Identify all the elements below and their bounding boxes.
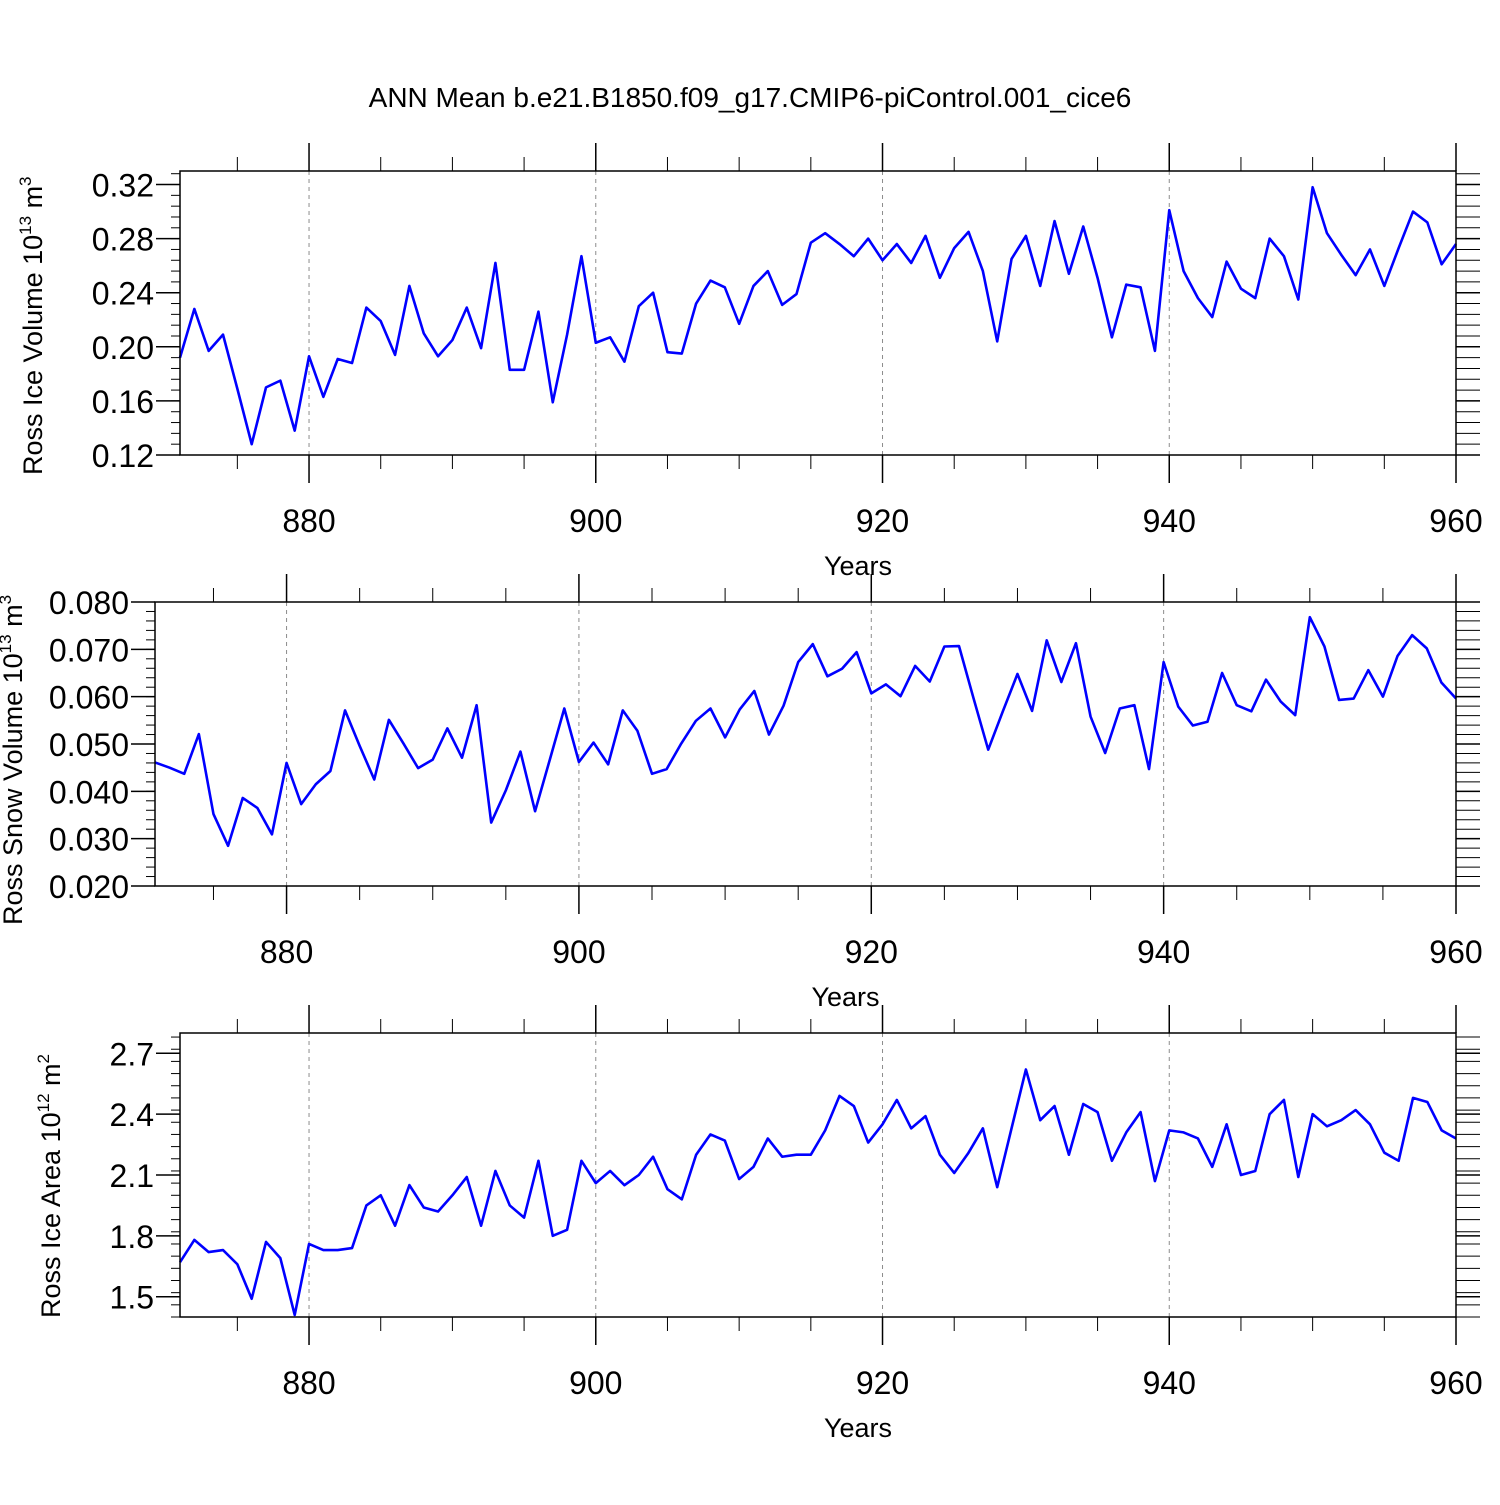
y-axis-label: Ross Ice Area 1012 m2	[34, 1054, 66, 1318]
x-tick-label: 960	[1429, 503, 1482, 539]
x-axis-label: Years	[824, 551, 892, 581]
x-tick-label: 940	[1143, 1365, 1196, 1401]
y-tick-label: 0.080	[49, 585, 129, 621]
y-tick-label: 0.020	[49, 869, 129, 905]
y-tick-label: 0.20	[92, 330, 154, 366]
x-tick-label: 880	[260, 934, 313, 970]
y-tick-label: 0.12	[92, 438, 154, 474]
x-tick-label: 940	[1137, 934, 1190, 970]
y-tick-label: 1.5	[110, 1280, 154, 1316]
y-tick-label: 0.16	[92, 384, 154, 420]
y-tick-label: 0.070	[49, 632, 129, 668]
y-tick-label: 2.4	[110, 1097, 154, 1133]
y-axis-label: Ross Snow Volume 1013 m3	[0, 595, 28, 925]
y-tick-label: 0.040	[49, 774, 129, 810]
panel-2: 880 900 920 940 960 0.020 0.030 0.040 0.050 0.060…	[0, 574, 1483, 1012]
x-tick-label: 920	[856, 1365, 909, 1401]
panel-3: 880 900 920 940 960 1.5 1.8 2.1 2.4 2.7 Years Ross …	[34, 1005, 1483, 1443]
x-tick-label: 880	[282, 503, 335, 539]
y-tick-label: 0.28	[92, 222, 154, 258]
y-tick-label: 0.060	[49, 680, 129, 716]
y-tick-label: 0.050	[49, 727, 129, 763]
x-tick-label: 940	[1143, 503, 1196, 539]
x-axis-label: Years	[811, 982, 879, 1012]
x-tick-label: 900	[569, 503, 622, 539]
y-tick-label: 0.32	[92, 168, 154, 204]
x-tick-label: 900	[569, 1365, 622, 1401]
y-tick-label: 0.030	[49, 822, 129, 858]
y-axis-label: Ross Ice Volume 1013 m3	[16, 176, 48, 475]
y-tick-label: 2.7	[110, 1036, 154, 1072]
x-tick-label: 920	[845, 934, 898, 970]
x-tick-label: 920	[856, 503, 909, 539]
x-tick-label: 900	[552, 934, 605, 970]
x-axis-label: Years	[824, 1413, 892, 1443]
x-tick-label: 960	[1429, 934, 1482, 970]
y-tick-label: 1.8	[110, 1219, 154, 1255]
x-tick-label: 880	[282, 1365, 335, 1401]
plot-frame	[179, 1032, 1457, 1318]
plot-frame	[179, 170, 1457, 456]
x-tick-label: 960	[1429, 1365, 1482, 1401]
figure-title: ANN Mean b.e21.B1850.f09_g17.CMIP6-piCon…	[369, 82, 1132, 113]
series-line	[178, 1068, 1457, 1317]
panel-1: 880 900 920 940 960 0.12 0.16 0.20 0.24 0.28 0.32 Y…	[16, 143, 1483, 581]
series-line	[154, 615, 1457, 848]
y-tick-label: 0.24	[92, 276, 154, 312]
series-line	[178, 185, 1458, 446]
y-tick-label: 2.1	[110, 1158, 154, 1194]
plot-frame	[154, 601, 1457, 887]
